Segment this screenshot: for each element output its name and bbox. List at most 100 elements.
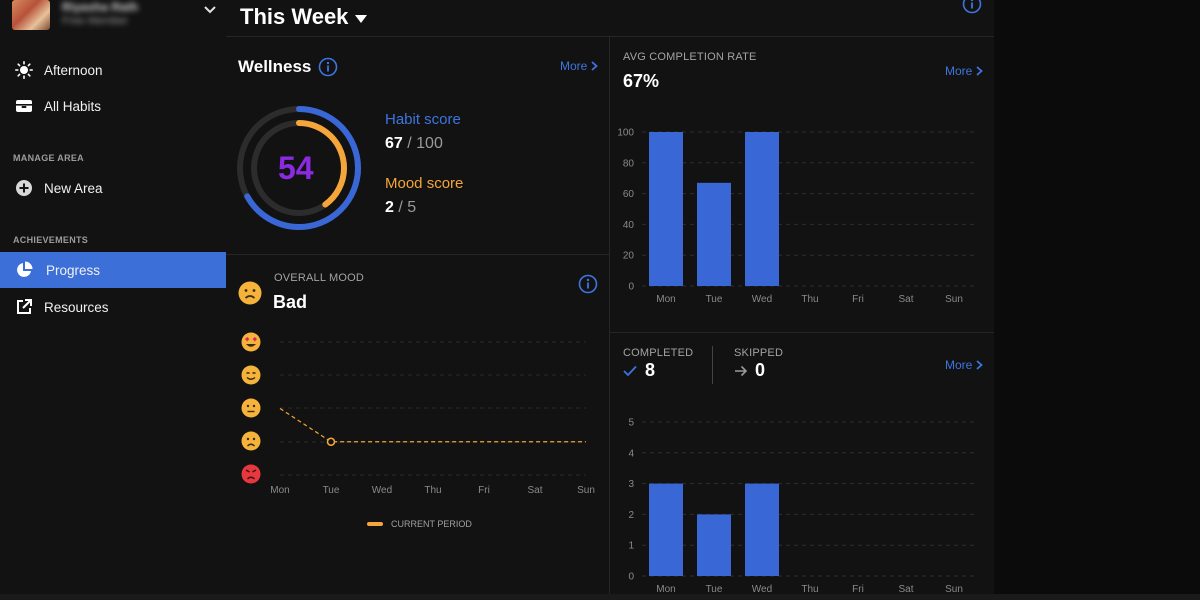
completion-rate-label: AVG COMPLETION RATE <box>623 51 757 63</box>
habit-score-ring <box>237 106 361 230</box>
x-tick-label: Thu <box>801 584 818 595</box>
manage-area-heading: MANAGE AREA <box>13 153 84 163</box>
x-tick-label: Tue <box>706 584 723 595</box>
mood-score-ring <box>251 120 347 216</box>
wellness-panel <box>226 37 610 255</box>
bar-wed[interactable] <box>745 132 779 286</box>
check-icon <box>623 365 637 377</box>
legend-swatch <box>367 522 383 526</box>
completed-more-link[interactable]: More <box>945 358 984 372</box>
legend-label: CURRENT PERIOD <box>391 519 472 529</box>
y-tick-label: 1 <box>628 541 634 552</box>
mood-chart: Mon Tue Wed Thu Fri Sat Sun <box>241 332 595 496</box>
overall-mood-value: Bad <box>273 292 308 312</box>
x-tick-label: Tue <box>706 294 723 305</box>
avatar <box>12 0 50 30</box>
x-tick-label: Wed <box>752 294 772 305</box>
overall-mood-panel <box>226 255 610 600</box>
sidebar-item-label: Progress <box>46 262 101 278</box>
x-tick-label: Thu <box>424 485 441 496</box>
y-tick-label: 4 <box>628 448 634 459</box>
info-icon[interactable] <box>962 0 982 14</box>
y-tick-label: 0 <box>628 572 634 583</box>
sidebar-item-afternoon[interactable]: Afternoon <box>0 52 226 88</box>
skipped-label: SKIPPED <box>734 347 784 359</box>
y-tick-label: 100 <box>617 128 634 139</box>
arrow-right-icon <box>735 365 748 377</box>
sidebar: Riyasha Rath Free Member Afternoon <box>0 0 226 600</box>
bar-mon[interactable] <box>649 483 683 576</box>
bar-wed[interactable] <box>745 483 779 576</box>
habit-score-label: Habit score <box>385 111 461 128</box>
sidebar-item-new-area[interactable]: New Area <box>0 170 226 206</box>
completed-value: 8 <box>645 360 656 380</box>
wellness-more-link[interactable]: More <box>560 59 599 73</box>
page-header: This Week <box>226 0 994 37</box>
inbox-icon <box>14 96 34 116</box>
user-plan: Free Member <box>62 15 129 27</box>
external-link-icon <box>14 297 34 317</box>
great-mood-icon <box>241 332 261 352</box>
achievements-heading: ACHIEVEMENTS <box>13 235 89 245</box>
skipped-value: 0 <box>755 360 766 380</box>
x-tick-label: Sat <box>898 294 913 305</box>
sidebar-item-label: New Area <box>44 180 103 196</box>
x-tick-label: Tue <box>323 485 340 496</box>
x-tick-label: Sat <box>898 584 913 595</box>
y-tick-label: 2 <box>628 510 634 521</box>
bar-tue[interactable] <box>697 182 731 286</box>
wellness-gauge <box>237 106 361 230</box>
mood-score-number: 2 <box>385 199 394 216</box>
y-tick-label: 40 <box>623 220 635 231</box>
x-tick-label: Sun <box>945 584 963 595</box>
y-tick-label: 80 <box>623 158 635 169</box>
info-icon[interactable] <box>318 57 338 77</box>
more-label: More <box>945 358 973 372</box>
sidebar-item-label: Afternoon <box>44 62 103 78</box>
wellness-title: Wellness <box>238 57 312 76</box>
chevron-down-icon[interactable] <box>202 2 218 18</box>
page-title[interactable]: This Week <box>240 4 349 29</box>
x-tick-label: Thu <box>801 294 818 305</box>
completed-label: COMPLETED <box>623 347 694 359</box>
pie-chart-icon <box>14 260 34 280</box>
x-tick-label: Mon <box>656 584 675 595</box>
mood-legend: CURRENT PERIOD <box>367 519 472 529</box>
habit-score-max: / 100 <box>407 135 443 152</box>
y-tick-label: 20 <box>623 251 635 262</box>
completion-rate-more-link[interactable]: More <box>945 64 984 78</box>
mood-score-label: Mood score <box>385 175 464 192</box>
sidebar-item-label: Resources <box>44 299 109 315</box>
sidebar-item-label: All Habits <box>44 98 102 114</box>
sad-mood-icon <box>241 431 261 451</box>
x-tick-label: Sat <box>527 485 542 496</box>
user-name: Riyasha Rath <box>62 0 139 14</box>
sun-icon <box>14 60 34 80</box>
x-tick-label: Wed <box>372 485 392 496</box>
bar-tue[interactable] <box>697 514 731 576</box>
neutral-mood-icon <box>241 398 261 418</box>
mood-point[interactable] <box>326 437 336 447</box>
chevron-right-icon <box>976 360 984 370</box>
chevron-right-icon <box>591 61 599 71</box>
sidebar-item-all-habits[interactable]: All Habits <box>0 88 226 124</box>
x-tick-label: Sun <box>577 485 595 496</box>
y-tick-label: 0 <box>628 282 634 293</box>
horizontal-scrollbar[interactable] <box>0 594 1200 600</box>
x-tick-label: Fri <box>852 584 864 595</box>
wellness-score: 54 <box>278 150 314 186</box>
bar-mon[interactable] <box>649 132 683 286</box>
main-content: This Week Wellness More 54 Habit score 6… <box>226 0 994 600</box>
x-tick-label: Sun <box>945 294 963 305</box>
y-tick-label: 5 <box>628 418 634 429</box>
sidebar-item-progress[interactable]: Progress <box>0 252 226 288</box>
sidebar-item-resources[interactable]: Resources <box>0 289 226 325</box>
user-menu[interactable]: Riyasha Rath Free Member <box>12 0 222 32</box>
happy-mood-icon <box>241 365 261 385</box>
completed-chart: 0 1 2 3 4 5 Mon Tue Wed Thu Fri Sat Sun <box>628 418 978 595</box>
info-icon[interactable] <box>578 274 598 294</box>
y-tick-label: 60 <box>623 189 635 200</box>
x-tick-label: Fri <box>852 294 864 305</box>
caret-down-icon[interactable] <box>354 14 368 24</box>
more-label: More <box>945 64 973 78</box>
